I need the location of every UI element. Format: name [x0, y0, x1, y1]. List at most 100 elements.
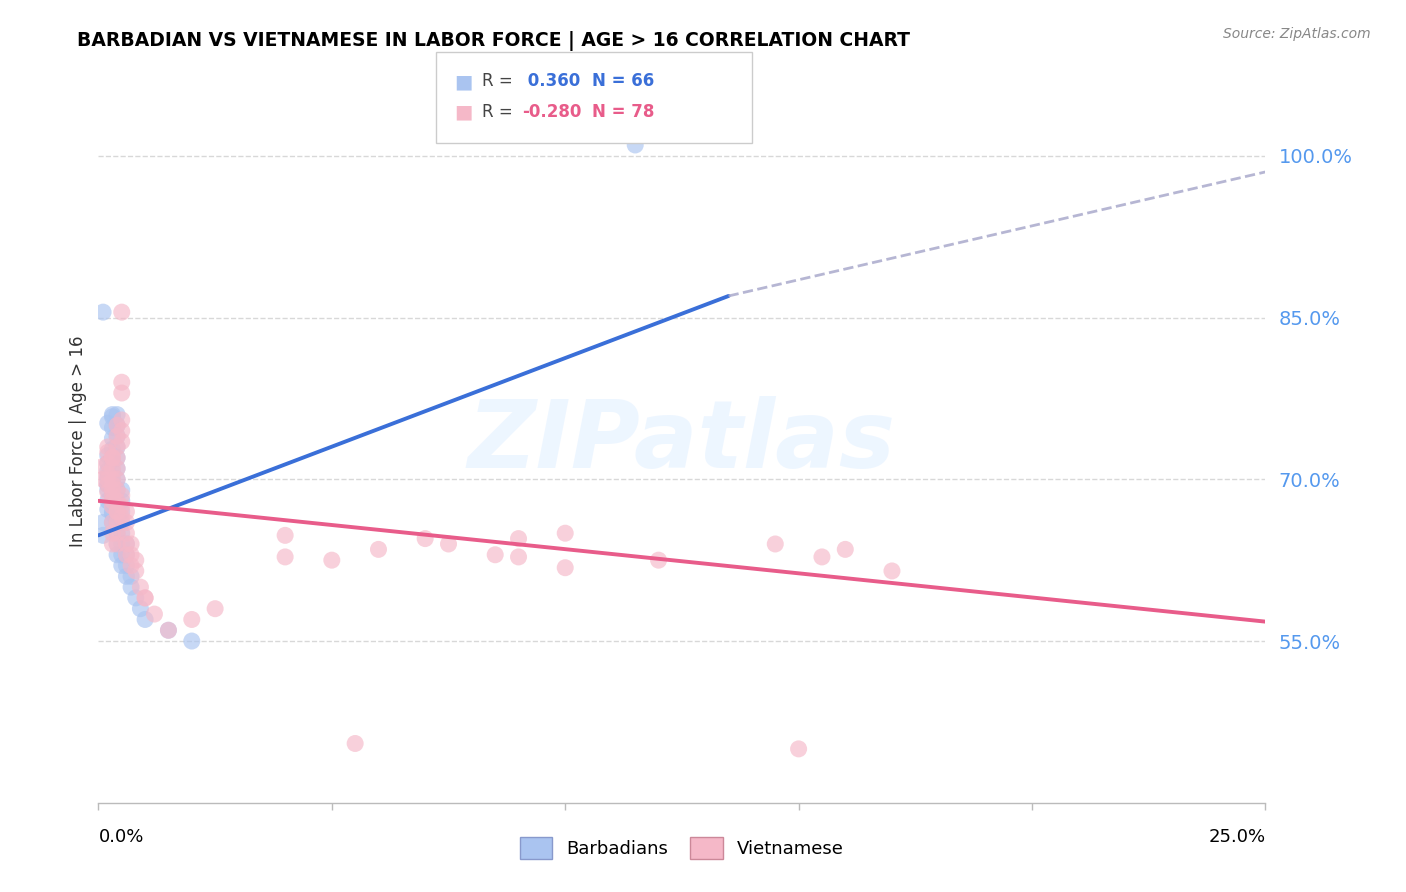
Text: ZIPatlas: ZIPatlas	[468, 395, 896, 488]
Point	[120, 569, 142, 583]
Point	[763, 537, 786, 551]
Point	[120, 558, 142, 573]
Point	[101, 477, 124, 491]
Point	[91, 459, 114, 474]
Y-axis label: In Labor Force | Age > 16: In Labor Force | Age > 16	[69, 335, 87, 548]
Point	[125, 591, 148, 605]
Point	[111, 424, 134, 438]
Point	[115, 505, 138, 519]
Point	[97, 477, 120, 491]
Point	[105, 548, 128, 562]
Point	[105, 537, 128, 551]
Point	[111, 413, 134, 427]
Point	[101, 537, 124, 551]
Point	[97, 456, 120, 470]
Point	[115, 537, 138, 551]
Point	[101, 420, 124, 434]
Point	[105, 440, 128, 454]
Point	[101, 472, 124, 486]
Text: -0.280: -0.280	[522, 103, 581, 120]
Point	[554, 560, 576, 574]
Point	[97, 467, 120, 481]
Point	[105, 483, 128, 497]
Point	[105, 472, 128, 486]
Point	[91, 472, 114, 486]
Point	[97, 477, 120, 491]
Point	[834, 542, 856, 557]
Point	[105, 450, 128, 465]
Point	[101, 485, 124, 500]
Point	[157, 624, 180, 638]
Point	[105, 450, 128, 465]
Point	[111, 376, 134, 390]
Point	[105, 461, 128, 475]
Point	[97, 449, 120, 463]
Point	[101, 526, 124, 541]
Point	[101, 500, 124, 514]
Point	[101, 450, 124, 465]
Point	[111, 305, 134, 319]
Text: BARBADIAN VS VIETNAMESE IN LABOR FORCE | AGE > 16 CORRELATION CHART: BARBADIAN VS VIETNAMESE IN LABOR FORCE |…	[77, 31, 910, 51]
Text: 25.0%: 25.0%	[1208, 828, 1265, 846]
Point	[111, 510, 134, 524]
Point	[105, 516, 128, 530]
Point	[811, 549, 834, 564]
Point	[101, 496, 124, 510]
Point	[115, 516, 138, 530]
Point	[101, 483, 124, 497]
Point	[129, 601, 152, 615]
Point	[101, 409, 124, 424]
Point	[111, 516, 134, 530]
Point	[484, 548, 506, 562]
Point	[97, 456, 120, 470]
Point	[647, 553, 669, 567]
Point	[105, 526, 128, 541]
Point	[105, 418, 128, 433]
Text: N = 78: N = 78	[592, 103, 654, 120]
Point	[787, 742, 810, 756]
Point	[105, 526, 128, 541]
Point	[101, 507, 124, 521]
Point	[105, 472, 128, 486]
Point	[105, 516, 128, 530]
Text: Source: ZipAtlas.com: Source: ZipAtlas.com	[1223, 27, 1371, 41]
Legend: Barbadians, Vietnamese: Barbadians, Vietnamese	[520, 837, 844, 859]
Point	[180, 612, 202, 626]
Point	[624, 138, 647, 153]
Point	[101, 453, 124, 467]
Point	[105, 537, 128, 551]
Point	[97, 440, 120, 454]
Point	[115, 537, 138, 551]
Point	[413, 532, 436, 546]
Point	[115, 558, 138, 573]
Point	[111, 500, 134, 514]
Point	[508, 549, 530, 564]
Point	[105, 429, 128, 443]
Point	[134, 612, 156, 626]
Point	[101, 472, 124, 486]
Point	[91, 528, 114, 542]
Point	[134, 591, 156, 605]
Point	[97, 472, 120, 486]
Point	[367, 542, 389, 557]
Point	[105, 505, 128, 519]
Point	[115, 548, 138, 562]
Point	[321, 553, 343, 567]
Text: ■: ■	[454, 103, 472, 121]
Point	[105, 440, 128, 454]
Text: 0.360: 0.360	[522, 72, 579, 90]
Point	[101, 488, 124, 502]
Text: R =: R =	[482, 103, 513, 120]
Point	[344, 737, 367, 751]
Point	[157, 624, 180, 638]
Point	[97, 472, 120, 486]
Point	[111, 526, 134, 541]
Point	[111, 558, 134, 573]
Point	[91, 516, 114, 530]
Point	[554, 526, 576, 541]
Point	[111, 488, 134, 502]
Point	[101, 464, 124, 478]
Point	[105, 418, 128, 433]
Point	[101, 408, 124, 422]
Point	[111, 386, 134, 401]
